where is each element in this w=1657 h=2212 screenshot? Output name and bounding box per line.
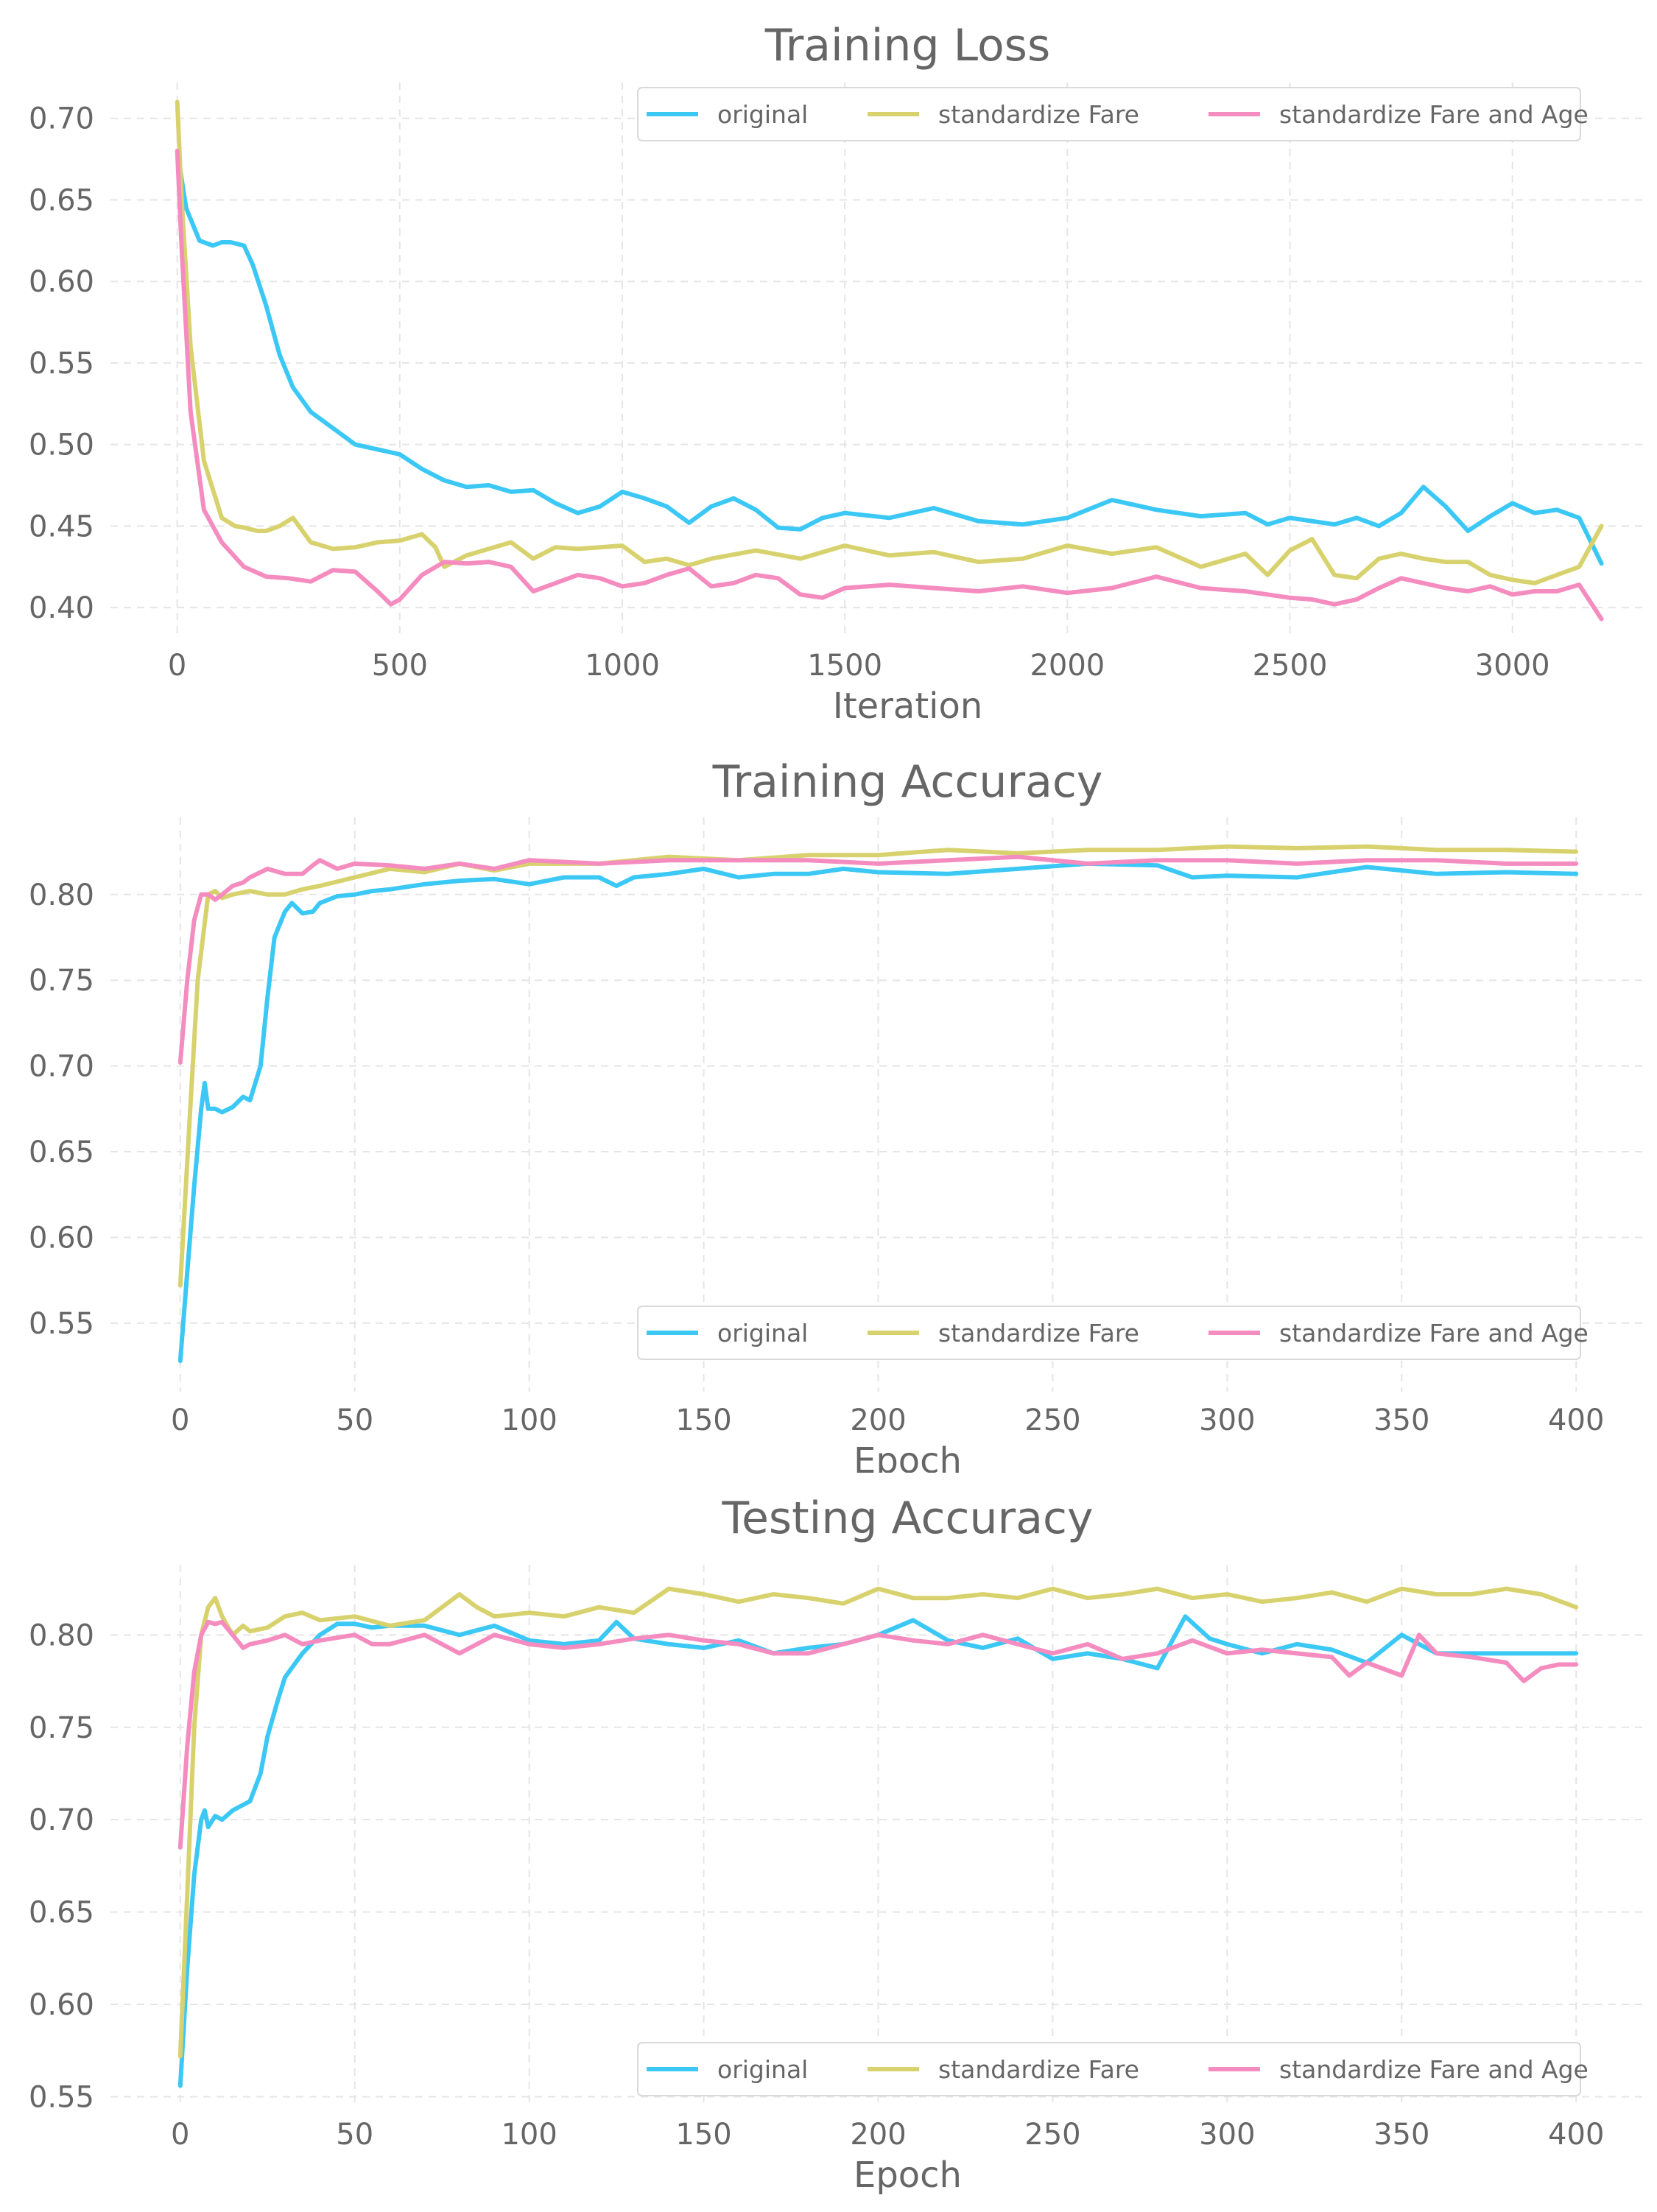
legend-label-standardize-fare-and-age: standardize Fare and Age (1279, 2055, 1589, 2084)
legend-label-original: original (717, 100, 808, 129)
x-tick-label: 200 (850, 1403, 906, 1437)
x-tick-label: 200 (850, 2118, 906, 2152)
y-tick-label: 0.50 (29, 429, 94, 462)
x-tick-label: 350 (1373, 2118, 1429, 2152)
legend-label-original: original (717, 2055, 808, 2084)
y-tick-label: 0.70 (29, 1050, 94, 1084)
x-axis-label: Iteration (833, 686, 983, 727)
chart-title: Training Loss (764, 20, 1050, 71)
chart-title: Testing Accuracy (722, 1493, 1094, 1544)
legend-box (637, 1306, 1581, 1360)
x-tick-label: 0 (171, 2118, 189, 2152)
x-axis-label: Epoch (854, 2155, 962, 2196)
x-tick-label: 400 (1548, 1403, 1604, 1437)
series-line-original (175, 149, 1604, 566)
training-accuracy-chart: 0 50 100 150 200 250 300 350 400 0.55 0.60 0.65 0.70… (29, 756, 1646, 1482)
x-tick-label: 0 (171, 1403, 189, 1437)
x-tick-label: 100 (501, 2118, 557, 2152)
x-tick-label: 400 (1548, 2118, 1604, 2152)
y-tick-label: 0.65 (29, 1135, 94, 1169)
legend-label-standardize-fare-and-age: standardize Fare and Age (1279, 1319, 1589, 1348)
legend-label-standardize-fare-and-age: standardize Fare and Age (1279, 100, 1589, 129)
y-tick-label: 0.45 (29, 510, 94, 543)
y-tick-label: 0.80 (29, 1619, 94, 1652)
x-tick-label: 350 (1373, 1403, 1429, 1437)
legend-label-standardize-fare: standardize Fare (938, 100, 1139, 129)
x-tick-label: 100 (501, 1403, 557, 1437)
x-tick-label: 1500 (807, 649, 882, 683)
y-tick-label: 0.60 (29, 265, 94, 299)
legend-label-standardize-fare: standardize Fare (938, 2055, 1139, 2084)
series-line-standardize-fare-and-age (175, 149, 1604, 621)
y-tick-label: 0.60 (29, 1988, 94, 2022)
x-tick-label: 0 (168, 649, 186, 683)
x-tick-label: 300 (1199, 2118, 1255, 2152)
y-tick-label: 0.65 (29, 183, 94, 217)
x-axis-label: Epoch (854, 1440, 962, 1473)
y-tick-label: 0.60 (29, 1221, 94, 1255)
training-loss-panel: 0 500 1000 1500 2000 2500 3000 0.40 0.45 0.50 0.55… (0, 0, 1657, 736)
x-tick-label: 500 (372, 649, 428, 683)
x-tick-label: 50 (336, 2118, 373, 2152)
series-line-standardize-fare (177, 1586, 1579, 2059)
y-tick-label: 0.65 (29, 1896, 94, 1930)
legend-box (637, 87, 1581, 141)
series-line-original (177, 1614, 1579, 2088)
x-tick-label: 2500 (1253, 649, 1328, 683)
legend-label-standardize-fare: standardize Fare (938, 1319, 1139, 1348)
y-tick-label: 0.55 (29, 2080, 94, 2114)
x-tick-label: 150 (675, 1403, 731, 1437)
y-tick-label: 0.55 (29, 1307, 94, 1341)
series-line-standardize-fare (177, 844, 1579, 1288)
testing-accuracy-chart: 0 50 100 150 200 250 300 350 400 0.55 0.60 0.65 0.70… (29, 1493, 1646, 2196)
y-tick-label: 0.70 (29, 1803, 94, 1837)
y-tick-label: 0.70 (29, 102, 94, 136)
x-tick-label: 300 (1199, 1403, 1255, 1437)
x-tick-label: 250 (1024, 1403, 1080, 1437)
y-tick-label: 0.55 (29, 347, 94, 381)
training-loss-chart: 0 500 1000 1500 2000 2500 3000 0.40 0.45 0.50 0.55… (29, 20, 1646, 727)
series-line-standardize-fare-and-age (177, 1619, 1579, 1850)
y-tick-label: 0.80 (29, 878, 94, 912)
series-line-standardize-fare-and-age (177, 854, 1579, 1065)
x-tick-label: 150 (675, 2118, 731, 2152)
chart-title: Training Accuracy (712, 756, 1103, 808)
y-tick-label: 0.75 (29, 1711, 94, 1745)
x-tick-label: 50 (336, 1403, 373, 1437)
training-accuracy-panel: 0 50 100 150 200 250 300 350 400 0.55 0.60 0.65 0.70… (0, 736, 1657, 1482)
legend-box (637, 2042, 1581, 2096)
legend-label-original: original (717, 1319, 808, 1348)
x-tick-label: 2000 (1030, 649, 1105, 683)
x-tick-label: 3000 (1475, 649, 1550, 683)
x-tick-label: 1000 (585, 649, 660, 683)
series-line-standardize-fare (175, 99, 1604, 585)
x-tick-label: 250 (1024, 2118, 1080, 2152)
y-tick-label: 0.40 (29, 591, 94, 625)
testing-accuracy-panel: 0 50 100 150 200 250 300 350 400 0.55 0.60 0.65 0.70… (0, 1473, 1657, 2209)
y-tick-label: 0.75 (29, 964, 94, 998)
